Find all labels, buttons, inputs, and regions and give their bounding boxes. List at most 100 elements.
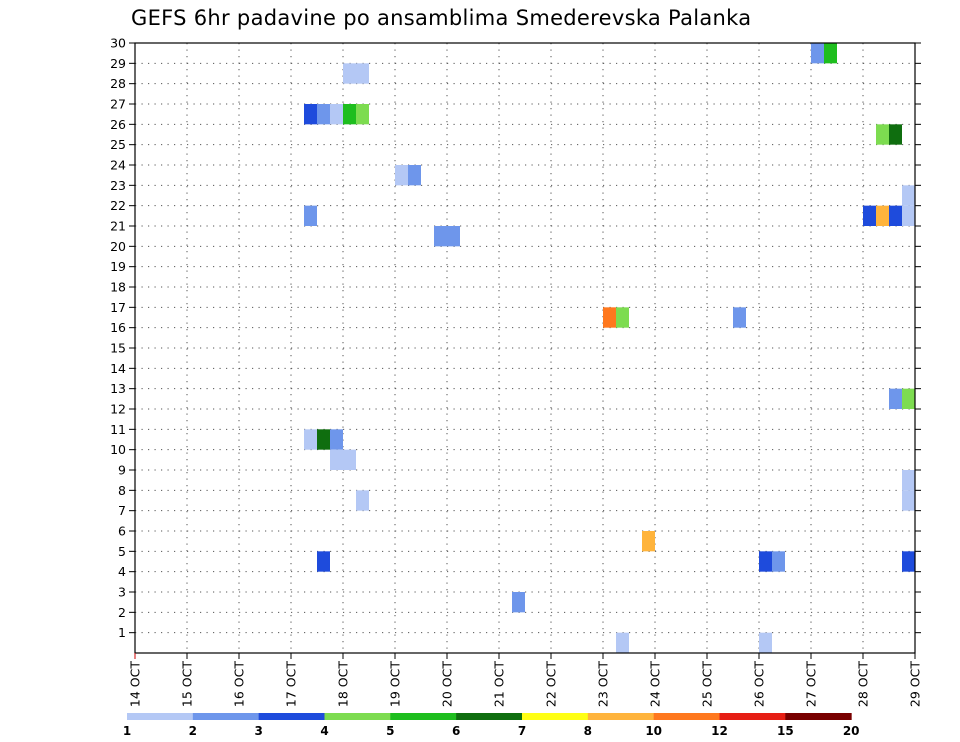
precip-cell xyxy=(811,43,824,64)
precip-cell xyxy=(902,470,915,491)
y-tick-label: 3 xyxy=(118,585,126,600)
colorbar-label: 1 xyxy=(123,724,131,738)
precip-cell xyxy=(356,63,369,84)
y-axis-ticks: 1234567891011121314151617181920212223242… xyxy=(110,36,921,640)
precip-cell xyxy=(343,449,356,470)
precip-cell xyxy=(434,226,447,247)
x-tick-label: 20 OCT xyxy=(440,661,455,707)
colorbar-label: 15 xyxy=(777,724,794,738)
precip-cell xyxy=(356,490,369,511)
y-tick-label: 23 xyxy=(110,178,126,193)
y-tick-label: 19 xyxy=(110,259,126,274)
colorbar-label: 3 xyxy=(254,724,262,738)
y-tick-label: 12 xyxy=(110,402,126,417)
x-axis-ticks: 14 OCT 15 OCT 16 OCT 17 OCT 18 OCT 19 OCT 20 O… xyxy=(128,653,923,707)
grid-lines xyxy=(134,42,916,653)
precip-cell xyxy=(876,124,889,145)
precip-cell xyxy=(772,551,785,572)
y-tick-label: 26 xyxy=(110,117,126,132)
precip-cell xyxy=(759,551,772,572)
x-tick-label: 19 OCT xyxy=(388,661,403,707)
colorbar-label: 5 xyxy=(386,724,394,738)
colorbar-label: 10 xyxy=(645,724,662,738)
colorbar-swatch xyxy=(456,713,523,720)
y-tick-label: 13 xyxy=(110,381,126,396)
x-tick-label: 24 OCT xyxy=(648,661,663,707)
precip-cell xyxy=(343,104,356,125)
y-tick-label: 20 xyxy=(110,239,126,254)
precip-cell xyxy=(889,124,902,145)
precip-cell xyxy=(824,43,837,64)
colorbar-label: 6 xyxy=(452,724,460,738)
y-tick-label: 27 xyxy=(110,97,126,112)
y-tick-label: 22 xyxy=(110,198,126,213)
chart-title: GEFS 6hr padavine po ansamblima Smederev… xyxy=(131,6,752,30)
x-tick-label: 27 OCT xyxy=(804,661,819,707)
precip-cell xyxy=(304,104,317,125)
y-tick-label: 18 xyxy=(110,280,126,295)
precip-cell xyxy=(330,449,343,470)
colorbar-swatch xyxy=(324,713,391,720)
y-tick-label: 8 xyxy=(118,483,126,498)
y-tick-label: 6 xyxy=(118,524,126,539)
y-tick-label: 25 xyxy=(110,137,126,152)
colorbar-swatch xyxy=(653,713,720,720)
x-tick-label: 17 OCT xyxy=(284,661,299,707)
y-tick-label: 11 xyxy=(110,422,126,437)
precip-cell xyxy=(902,205,915,226)
y-tick-label: 2 xyxy=(118,605,126,620)
colorbar-label: 20 xyxy=(843,724,860,738)
colorbar-swatch xyxy=(258,713,325,720)
x-tick-label: 26 OCT xyxy=(752,661,767,707)
y-tick-label: 5 xyxy=(118,544,126,559)
x-tick-label: 22 OCT xyxy=(544,661,559,707)
x-tick-label: 25 OCT xyxy=(700,661,715,707)
y-tick-label: 1 xyxy=(118,625,126,640)
precip-cell xyxy=(902,490,915,511)
precip-cell xyxy=(447,226,460,247)
precip-cell xyxy=(759,632,772,653)
y-tick-label: 14 xyxy=(110,361,126,376)
colorbar-label: 2 xyxy=(189,724,197,738)
precip-cell xyxy=(603,307,616,328)
x-tick-label: 29 OCT xyxy=(908,661,923,707)
precip-cell xyxy=(512,592,525,613)
colorbar-swatch xyxy=(719,713,786,720)
colorbar: 1 2 3 4 5 6 7 8 10 12 15 20 xyxy=(123,713,860,738)
y-tick-label: 30 xyxy=(110,36,126,51)
precip-cell xyxy=(616,307,629,328)
y-tick-label: 17 xyxy=(110,300,126,315)
y-tick-label: 4 xyxy=(118,564,126,579)
precip-cell xyxy=(642,531,655,552)
precip-cell xyxy=(902,551,915,572)
y-tick-label: 15 xyxy=(110,341,126,356)
precip-cell xyxy=(889,205,902,226)
y-tick-label: 28 xyxy=(110,76,126,91)
precip-cell xyxy=(733,307,746,328)
precip-cell xyxy=(356,104,369,125)
x-tick-label: 15 OCT xyxy=(180,661,195,707)
y-tick-label: 10 xyxy=(110,442,126,457)
colorbar-label: 7 xyxy=(518,724,526,738)
colorbar-swatch xyxy=(785,713,852,720)
precip-cell xyxy=(330,104,343,125)
precip-cell xyxy=(330,429,343,450)
colorbar-swatch xyxy=(522,713,589,720)
colorbar-swatch xyxy=(127,713,194,720)
precip-cell xyxy=(863,205,876,226)
precip-cell xyxy=(408,165,421,186)
y-tick-label: 7 xyxy=(118,503,126,518)
precip-cell xyxy=(876,205,889,226)
x-tick-label: 28 OCT xyxy=(856,661,871,707)
precip-cell xyxy=(317,104,330,125)
y-tick-label: 24 xyxy=(110,158,126,173)
precip-cell xyxy=(902,185,915,206)
x-tick-label: 23 OCT xyxy=(596,661,611,707)
precip-cell xyxy=(889,388,902,409)
precip-cell xyxy=(395,165,408,186)
colorbar-label: 4 xyxy=(320,724,328,738)
y-tick-label: 21 xyxy=(110,219,126,234)
precip-cell xyxy=(304,205,317,226)
precip-cell xyxy=(343,63,356,84)
